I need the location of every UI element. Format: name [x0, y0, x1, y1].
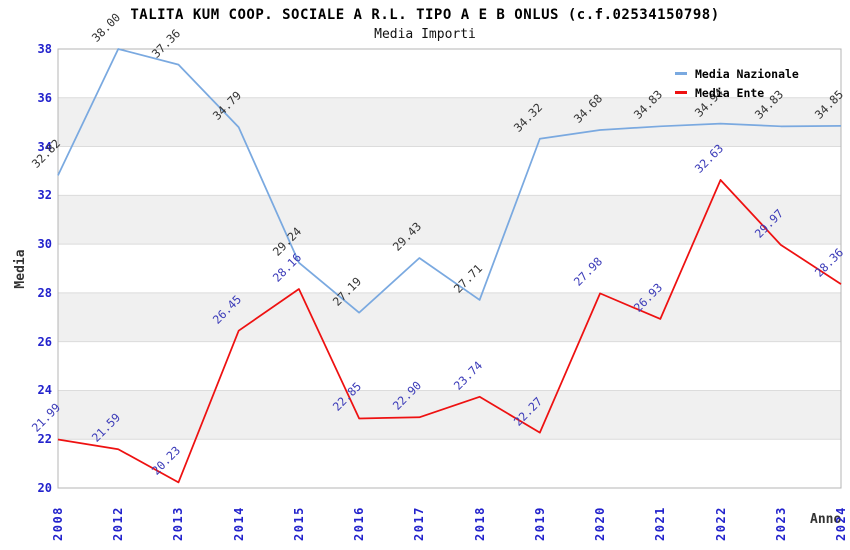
y-tick-label: 32 — [37, 188, 52, 203]
legend-label-media-ente: Media Ente — [695, 85, 765, 100]
y-tick-label: 22 — [37, 432, 52, 447]
x-tick-label: 2014 — [231, 506, 246, 541]
plot-band — [58, 292, 841, 342]
x-tick-label: 2024 — [834, 506, 848, 541]
y-tick-label: 36 — [37, 90, 52, 105]
x-tick-label: 2023 — [773, 506, 788, 541]
y-tick-label: 20 — [37, 481, 52, 495]
y-tick-label: 26 — [37, 334, 52, 349]
series-line-media-ente — [57, 179, 842, 484]
x-tick-label: 2018 — [472, 506, 487, 541]
x-tick-label: 2016 — [352, 506, 367, 541]
y-tick-label: 30 — [37, 237, 52, 252]
legend-swatch-media-ente-icon — [675, 91, 687, 94]
x-tick-label: 2012 — [111, 506, 126, 541]
legend-item-media-ente: Media Ente — [675, 83, 799, 102]
plot-band — [58, 390, 841, 440]
x-tick-label: 2021 — [653, 506, 668, 541]
x-tick-label: 2017 — [412, 506, 427, 541]
x-tick-label: 2008 — [51, 506, 65, 541]
y-tick-label: 38 — [37, 42, 52, 56]
chart-title: TALITA KUM COOP. SOCIALE A R.L. TIPO A E… — [130, 7, 720, 23]
legend-label-media-nazionale: Media Nazionale — [695, 66, 799, 81]
legend-swatch-media-nazionale-icon — [675, 72, 687, 75]
legend: Media Nazionale Media Ente — [675, 64, 799, 102]
series-line-media-nazionale — [57, 48, 842, 314]
plot-band — [58, 195, 841, 245]
x-tick-label: 2020 — [593, 506, 608, 541]
plot-band — [58, 97, 841, 147]
legend-item-media-nazionale: Media Nazionale — [675, 64, 799, 83]
x-tick-label: 2015 — [291, 506, 306, 541]
x-tick-label: 2013 — [171, 506, 186, 541]
x-axis-title: Anno — [810, 512, 842, 527]
plot-border — [57, 48, 842, 489]
x-tick-label: 2022 — [713, 506, 728, 541]
y-tick-label: 24 — [37, 383, 52, 398]
chart-subtitle: Media Importi — [374, 27, 476, 42]
y-tick-label: 28 — [37, 285, 52, 300]
x-tick-label: 2019 — [532, 506, 547, 541]
y-tick-label: 34 — [37, 139, 52, 154]
